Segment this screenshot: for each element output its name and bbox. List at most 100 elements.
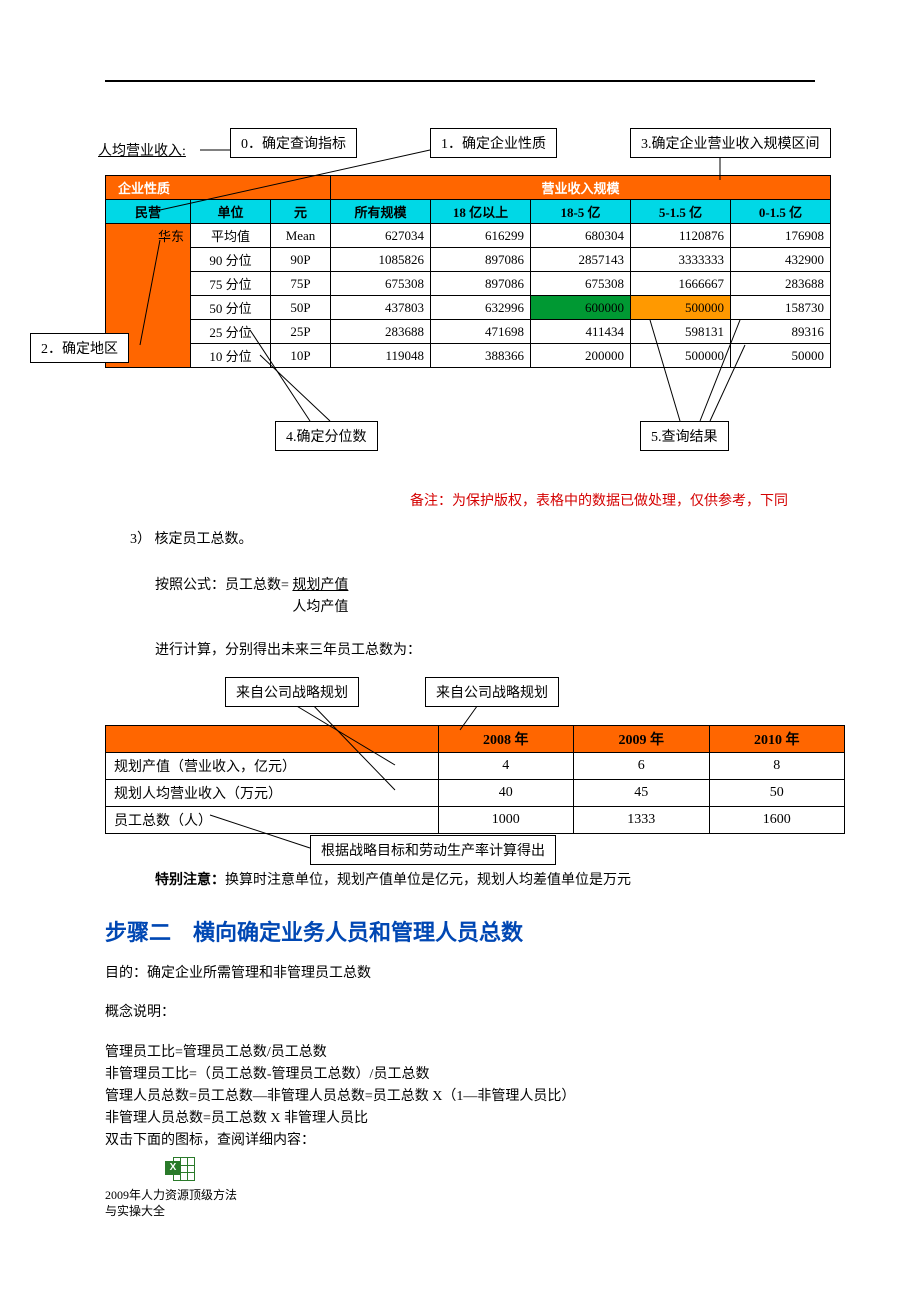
t1-row-code: Mean	[271, 224, 331, 248]
t1-hdr-left: 企业性质	[106, 176, 331, 200]
t1-cell: 897086	[431, 248, 531, 272]
callout-region: 2．确定地区	[30, 333, 129, 363]
callout-result: 5.查询结果	[640, 421, 729, 451]
t1-row-code: 25P	[271, 320, 331, 344]
t1-sub-danwei: 单位	[191, 200, 271, 224]
warn-rest: 换算时注意单位，规划产值单位是亿元，规划人均差值单位是万元	[225, 873, 631, 888]
warn-bold: 特别注意：	[155, 873, 225, 888]
t1-sub-r1: 18 亿以上	[431, 200, 531, 224]
t2-cell: 1333	[574, 807, 709, 834]
step2-line0: 管理员工比=管理员工总数/员工总数	[105, 1042, 327, 1064]
t1-cell: 680304	[531, 224, 631, 248]
t2-cell: 50	[709, 780, 844, 807]
t1-cell: 388366	[431, 344, 531, 368]
t2-cell: 4	[438, 753, 573, 780]
t1-cell: 158730	[731, 296, 831, 320]
t1-row-lbl: 25 分位	[191, 320, 271, 344]
t2-y1: 2008 年	[438, 726, 573, 753]
step2-purpose: 目的：确定企业所需管理和非管理员工总数	[105, 963, 371, 985]
t1-cell: 200000	[531, 344, 631, 368]
t2-cell: 1600	[709, 807, 844, 834]
step2-line4: 双击下面的图标，查阅详细内容：	[105, 1130, 315, 1152]
t1-row-lbl: 10 分位	[191, 344, 271, 368]
calc-line: 进行计算，分别得出未来三年员工总数为：	[155, 640, 421, 662]
renjun-label: 人均营业收入:	[98, 140, 186, 160]
t1-sub-yuan: 元	[271, 200, 331, 224]
t2-cell: 6	[574, 753, 709, 780]
t1-sub-all: 所有规模	[331, 200, 431, 224]
t1-cell: 411434	[531, 320, 631, 344]
t1-row-code: 90P	[271, 248, 331, 272]
excel-icon[interactable]: X	[165, 1155, 197, 1183]
t2-y3: 2010 年	[709, 726, 844, 753]
callout-quantile: 4.确定分位数	[275, 421, 378, 451]
t1-cell: 500000	[631, 296, 731, 320]
t1-cell: 675308	[331, 272, 431, 296]
t1-cell: 176908	[731, 224, 831, 248]
sec3-title: 3） 核定员工总数。	[130, 529, 253, 551]
t1-cell: 1666667	[631, 272, 731, 296]
t1-cell: 50000	[731, 344, 831, 368]
formula-den: 人均产值	[292, 597, 348, 619]
t1-cell: 1120876	[631, 224, 731, 248]
t1-sub-r3: 5-1.5 亿	[631, 200, 731, 224]
t1-cell: 2857143	[531, 248, 631, 272]
t2-cell: 45	[574, 780, 709, 807]
table2: 2008 年 2009 年 2010 年 规划产值（营业收入，亿元）468 规划人…	[105, 725, 845, 834]
table1-wrap: 企业性质 营业收入规模 民营 单位 元 所有规模 18 亿以上 18-5 亿 5…	[105, 175, 831, 368]
t1-row-lbl: 75 分位	[191, 272, 271, 296]
step2-line3: 非管理人员总数=员工总数 X 非管理人员比	[105, 1108, 368, 1130]
t1-cell: 598131	[631, 320, 731, 344]
t1-cell: 632996	[431, 296, 531, 320]
step2-title: 步骤二 横向确定业务人员和管理人员总数	[105, 915, 523, 947]
t1-cell: 119048	[331, 344, 431, 368]
t2-row-lbl: 规划人均营业收入（万元）	[106, 780, 439, 807]
t1-row-lbl: 50 分位	[191, 296, 271, 320]
t1-cell: 89316	[731, 320, 831, 344]
t1-cell: 675308	[531, 272, 631, 296]
t1-cell: 432900	[731, 248, 831, 272]
t1-row-lbl: 90 分位	[191, 248, 271, 272]
t1-cell: 283688	[331, 320, 431, 344]
t2-row-lbl: 规划产值（营业收入，亿元）	[106, 753, 439, 780]
t1-cell: 600000	[531, 296, 631, 320]
callout-a: 来自公司战略规划	[225, 677, 359, 707]
t1-sub-r2: 18-5 亿	[531, 200, 631, 224]
t1-cell: 3333333	[631, 248, 731, 272]
t2-cell: 1000	[438, 807, 573, 834]
t2-row-lbl: 员工总数（人）	[106, 807, 439, 834]
t1-cell: 897086	[431, 272, 531, 296]
t2-cell: 40	[438, 780, 573, 807]
callout-0: 0．确定查询指标	[230, 128, 357, 158]
t1-cell: 471698	[431, 320, 531, 344]
t1-row-code: 75P	[271, 272, 331, 296]
t1-cell: 1085826	[331, 248, 431, 272]
copyright-note: 备注：为保护版权，表格中的数据已做处理，仅供参考，下同	[410, 490, 788, 510]
t1-cell: 627034	[331, 224, 431, 248]
callout-b: 来自公司战略规划	[425, 677, 559, 707]
callout-3: 3.确定企业营业收入规模区间	[630, 128, 831, 158]
step2-concept: 概念说明：	[105, 1002, 175, 1024]
formula-intro: 按照公式：员工总数=	[155, 578, 289, 593]
step2-line1: 非管理员工比=（员工总数-管理员工总数）/员工总数	[105, 1064, 429, 1086]
t1-cell: 437803	[331, 296, 431, 320]
t1-row-code: 50P	[271, 296, 331, 320]
table2-wrap: 2008 年 2009 年 2010 年 规划产值（营业收入，亿元）468 规划人…	[105, 725, 845, 834]
formula-num: 规划产值	[292, 575, 348, 597]
step2-line2: 管理人员总数=员工总数—非管理人员总数=员工总数 X（1—非管理人员比）	[105, 1086, 575, 1108]
t2-blank	[106, 726, 439, 753]
t1-sub-r4: 0-1.5 亿	[731, 200, 831, 224]
table1: 企业性质 营业收入规模 民营 单位 元 所有规模 18 亿以上 18-5 亿 5…	[105, 175, 831, 368]
t1-row-code: 10P	[271, 344, 331, 368]
t1-hdr-right: 营业收入规模	[331, 176, 831, 200]
t2-y2: 2009 年	[574, 726, 709, 753]
t1-cell: 616299	[431, 224, 531, 248]
t1-sub-minying: 民营	[106, 200, 191, 224]
excel-caption: 2009年人力资源顶级方法与实操大全	[105, 1188, 245, 1219]
t2-cell: 8	[709, 753, 844, 780]
t1-row-lbl: 平均值	[191, 224, 271, 248]
t1-cell: 283688	[731, 272, 831, 296]
t1-cell: 500000	[631, 344, 731, 368]
callout-1: 1．确定企业性质	[430, 128, 557, 158]
callout-c: 根据战略目标和劳动生产率计算得出	[310, 835, 556, 865]
